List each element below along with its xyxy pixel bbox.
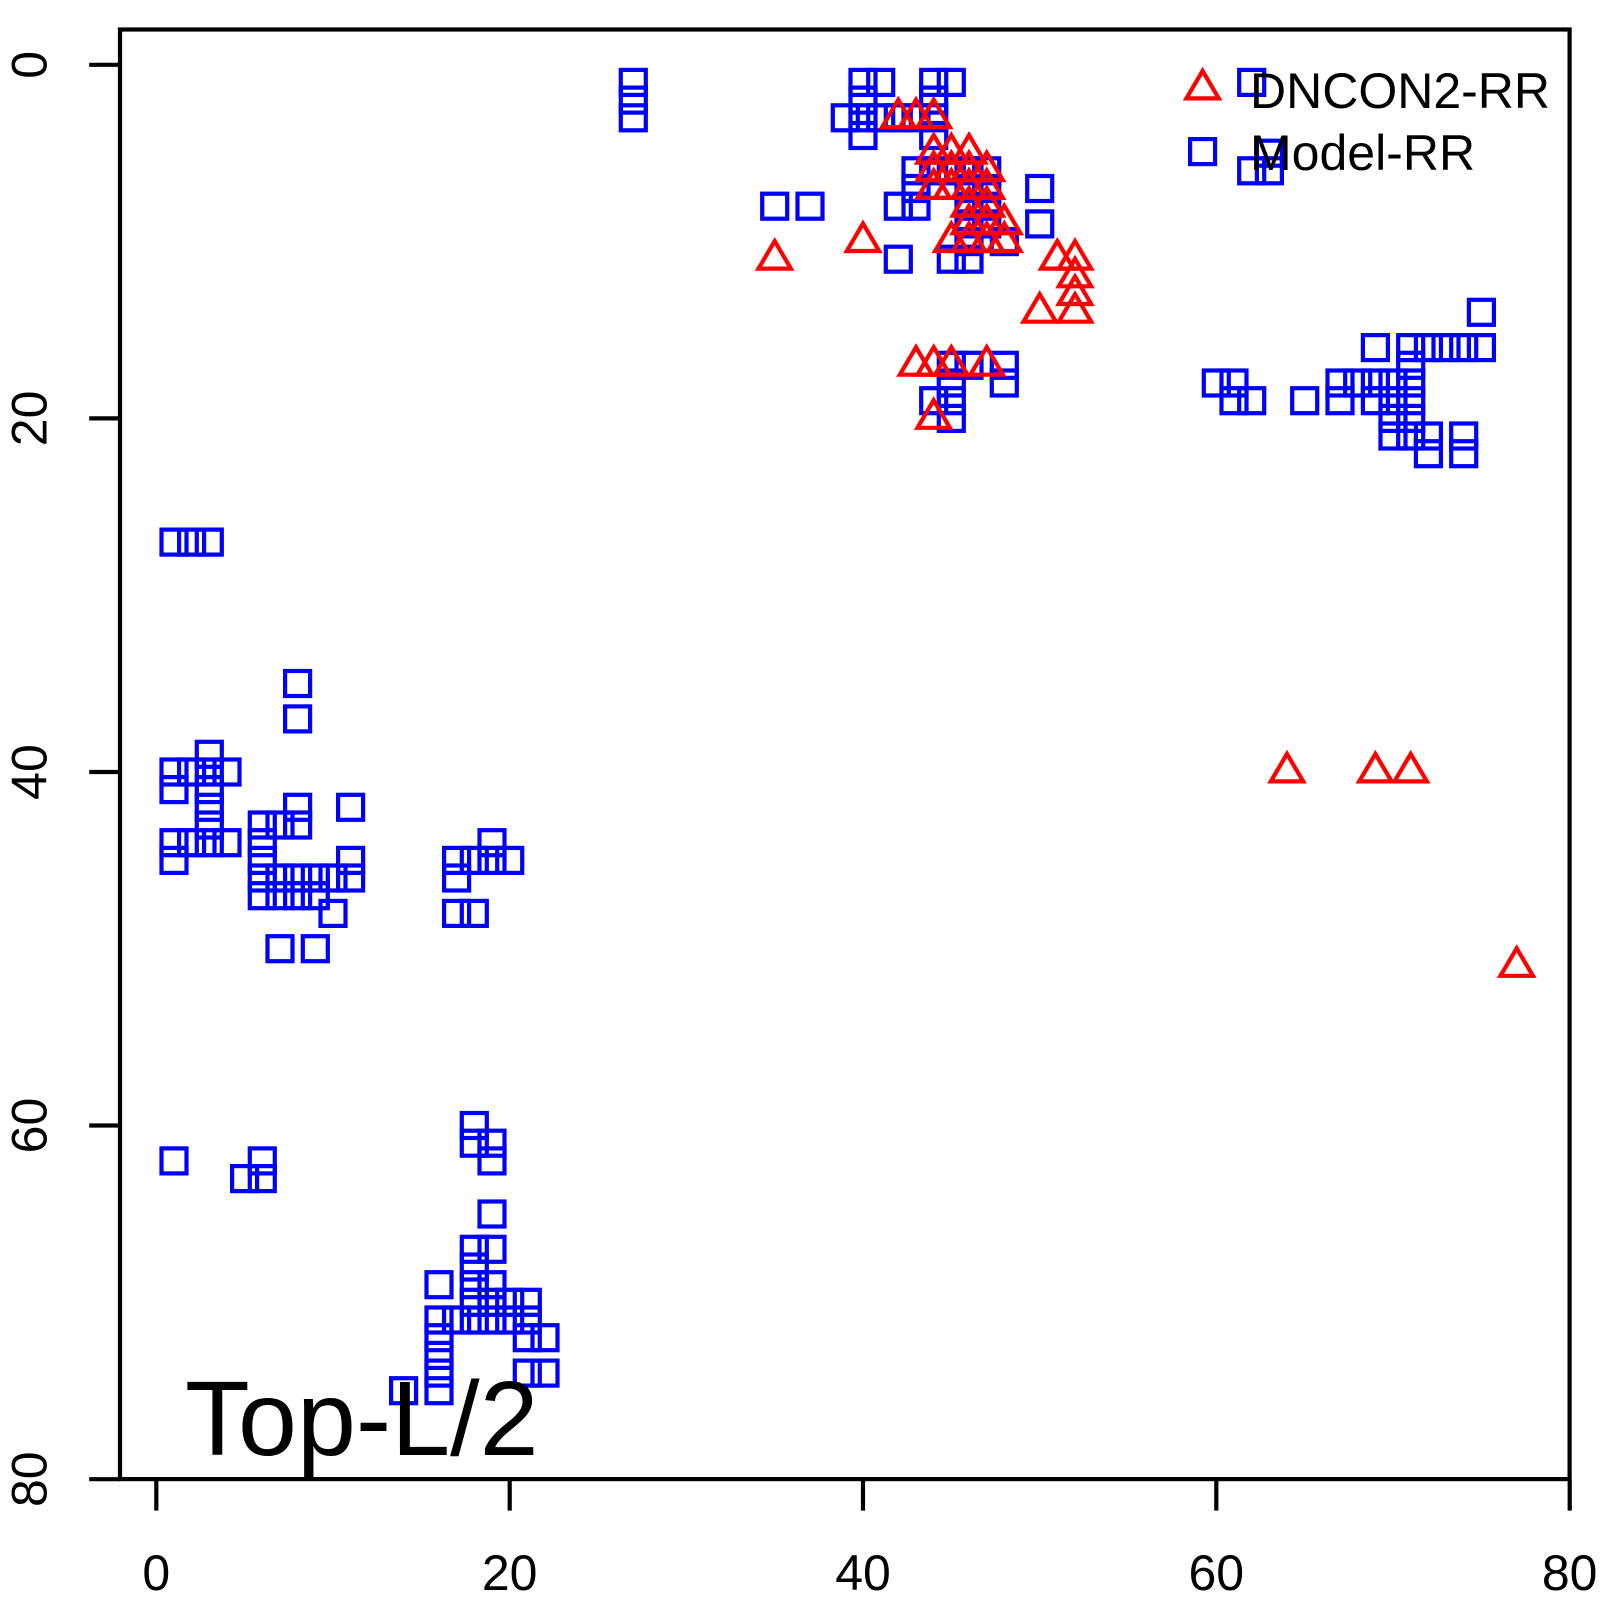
svg-text:60: 60 (2, 1098, 58, 1154)
svg-text:Top-L/2: Top-L/2 (185, 1360, 539, 1478)
svg-text:0: 0 (2, 51, 58, 79)
svg-text:40: 40 (2, 744, 58, 800)
svg-text:Model-RR: Model-RR (1250, 125, 1475, 181)
svg-text:0: 0 (142, 1545, 170, 1600)
svg-text:DNCON2-RR: DNCON2-RR (1250, 63, 1550, 119)
svg-text:80: 80 (1542, 1545, 1598, 1600)
svg-text:20: 20 (2, 391, 58, 447)
svg-text:40: 40 (835, 1545, 891, 1600)
svg-text:80: 80 (2, 1451, 58, 1507)
svg-text:20: 20 (482, 1545, 538, 1600)
svg-text:60: 60 (1188, 1545, 1244, 1600)
